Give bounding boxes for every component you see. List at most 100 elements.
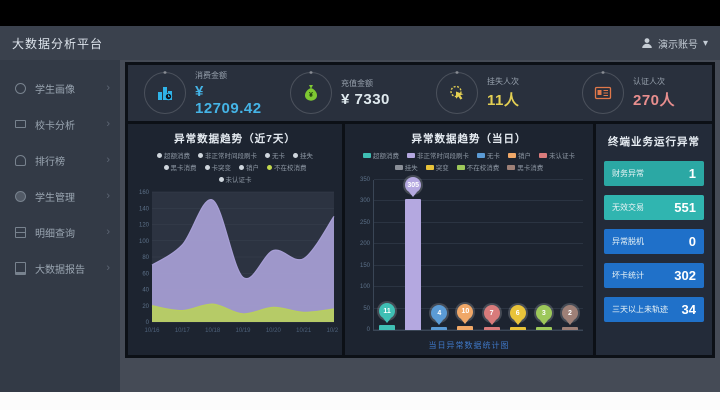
daily-trend-bar-chart: 0 50 100 150 200 250 300 350 11 305 4 10 7 6 3 … — [345, 177, 593, 333]
daily-trend-legend: 超额消费 非正常时间段刷卡 无卡 销户 未认证卡挂失 突变 不在校消费 黑卡消费 — [345, 150, 593, 172]
legend-swatch — [218, 176, 224, 182]
legend-item[interactable]: 非正常时间段刷卡 — [407, 150, 469, 160]
click-icon — [436, 72, 478, 114]
bar-5[interactable]: 6 — [508, 305, 528, 330]
bar-value-balloon: 11 — [379, 303, 396, 320]
svg-text:10/22: 10/22 — [326, 328, 338, 334]
bar-0[interactable]: 11 — [377, 303, 397, 330]
bar-4[interactable]: 7 — [482, 305, 502, 330]
id-card-icon — [582, 72, 624, 114]
weekly-trend-title: 异常数据趋势（近7天） — [174, 133, 296, 145]
status-item-1[interactable]: 无效交易 551 — [604, 195, 704, 220]
student-portrait-icon — [15, 82, 26, 94]
bar-value-balloon: 7 — [483, 305, 500, 321]
daily-trend-panel: 异常数据趋势（当日） 超额消费 非正常时间段刷卡 无卡 销户 未认证卡挂失 突变 不在校消费… — [345, 124, 593, 355]
daily-trend-caption: 当日异常数据统计图 — [428, 341, 510, 350]
legend-item[interactable]: 销户 — [239, 162, 259, 172]
svg-text:160: 160 — [139, 190, 150, 196]
status-item-0[interactable]: 财务异常 1 — [604, 161, 704, 186]
legend-swatch — [425, 164, 434, 170]
legend-item[interactable]: 黑卡消费 — [163, 162, 197, 172]
sidebar-item-5[interactable]: 大数据报告 › — [0, 250, 120, 286]
legend-swatch — [508, 152, 516, 158]
legend-item[interactable]: 超额消费 — [363, 150, 399, 160]
card-analysis-icon — [15, 120, 26, 128]
svg-text:10/16: 10/16 — [144, 328, 160, 334]
svg-text:10/17: 10/17 — [175, 328, 191, 334]
daily-trend-title: 异常数据趋势（当日） — [411, 133, 527, 145]
chevron-right-icon: › — [106, 82, 110, 94]
kpi-lost: 挂失人次 11人 — [420, 65, 566, 121]
bar-7[interactable]: 2 — [560, 305, 580, 330]
legend-item[interactable]: 挂失 — [394, 162, 418, 172]
legend-item[interactable]: 未认证卡 — [539, 150, 575, 160]
svg-text:10/21: 10/21 — [296, 328, 312, 334]
bar-value-balloon: 10 — [457, 303, 474, 320]
svg-text:10/18: 10/18 — [205, 328, 221, 334]
kpi-consume: 消费金额 ¥ 12709.42 — [128, 65, 274, 121]
legend-item[interactable]: 卡突变 — [204, 162, 231, 172]
user-menu[interactable]: 演示账号 ▾ — [641, 36, 708, 51]
legend-item[interactable]: 挂失 — [293, 150, 313, 160]
chevron-right-icon: › — [106, 118, 110, 130]
kpi-value: ¥ 12709.42 — [195, 82, 262, 117]
bar-value-balloon: 2 — [561, 305, 578, 321]
kpi-value: 11人 — [487, 92, 520, 109]
money-bag-icon: ¥ — [290, 72, 332, 114]
legend-item[interactable]: 未认证卡 — [218, 174, 252, 184]
status-item-3[interactable]: 坏卡统计 302 — [604, 263, 704, 288]
legend-item[interactable]: 不在校消费 — [267, 162, 307, 172]
legend-item[interactable]: 黑卡消费 — [507, 162, 543, 172]
legend-item[interactable]: 超额消费 — [157, 150, 190, 160]
sidebar-item-2[interactable]: 排行榜 › — [0, 142, 120, 178]
legend-item[interactable]: 突变 — [425, 162, 449, 172]
bar-2[interactable]: 4 — [429, 305, 449, 330]
kpi-label: 认证人次 — [633, 77, 665, 86]
chevron-right-icon: › — [106, 190, 110, 202]
kpi-label: 挂失人次 — [487, 77, 519, 86]
legend-swatch — [293, 152, 298, 158]
bar-value-balloon: 6 — [509, 305, 526, 321]
svg-text:80: 80 — [142, 255, 149, 261]
bar-1[interactable]: 305 — [403, 177, 423, 330]
legend-item[interactable]: 不在校消费 — [456, 162, 499, 172]
svg-text:40: 40 — [142, 288, 149, 294]
legend-item[interactable]: 无卡 — [265, 150, 285, 160]
sidebar-item-3[interactable]: 学生管理 › — [0, 178, 120, 214]
legend-swatch — [239, 164, 244, 170]
legend-swatch — [265, 152, 270, 158]
chevron-right-icon: › — [106, 226, 110, 238]
svg-text:100: 100 — [139, 239, 150, 245]
dashboard: 消费金额 ¥ 12709.42 ¥ 充值金额 ¥ 7330 挂失人次 11人 认证人次… — [125, 62, 715, 358]
legend-item[interactable]: 无卡 — [477, 150, 500, 160]
legend-swatch — [539, 152, 547, 158]
kpi-value: ¥ 7330 — [341, 91, 390, 108]
legend-swatch — [477, 152, 485, 158]
kpi-value: 270人 — [633, 92, 676, 109]
app-title: 大数据分析平台 — [12, 36, 104, 51]
chevron-right-icon: › — [106, 154, 110, 166]
status-item-4[interactable]: 三天以上未轨迹 34 — [604, 297, 704, 322]
legend-item[interactable]: 销户 — [508, 150, 531, 160]
terminal-status-list: 财务异常 1 无效交易 551 异常脱机 0 坏卡统计 302 三天以上未轨迹 … — [596, 161, 712, 322]
legend-swatch — [407, 152, 415, 158]
legend-swatch — [456, 164, 465, 170]
bar-6[interactable]: 3 — [534, 305, 554, 330]
chevron-right-icon: › — [106, 262, 110, 274]
legend-swatch — [163, 164, 169, 170]
sidebar-item-0[interactable]: 学生画像 › — [0, 70, 120, 106]
svg-text:120: 120 — [139, 223, 150, 229]
svg-text:10/19: 10/19 — [235, 328, 251, 334]
sidebar-item-1[interactable]: 校卡分析 › — [0, 106, 120, 142]
bar-3[interactable]: 10 — [455, 303, 475, 330]
sidebar-item-4[interactable]: 明细查询 › — [0, 214, 120, 250]
bigdata-report-icon — [15, 261, 26, 275]
legend-item[interactable]: 非正常时间段刷卡 — [198, 150, 257, 160]
svg-text:60: 60 — [142, 271, 149, 277]
weekly-trend-panel: 异常数据趋势（近7天） 超额消费 非正常时间段刷卡 无卡 挂失黑卡消费 卡突变 销户 不在校… — [128, 124, 342, 355]
legend-swatch — [204, 164, 210, 170]
detail-query-icon — [15, 226, 26, 238]
kpi-label: 消费金额 — [195, 70, 227, 80]
status-item-2[interactable]: 异常脱机 0 — [604, 229, 704, 254]
legend-swatch — [363, 152, 371, 158]
